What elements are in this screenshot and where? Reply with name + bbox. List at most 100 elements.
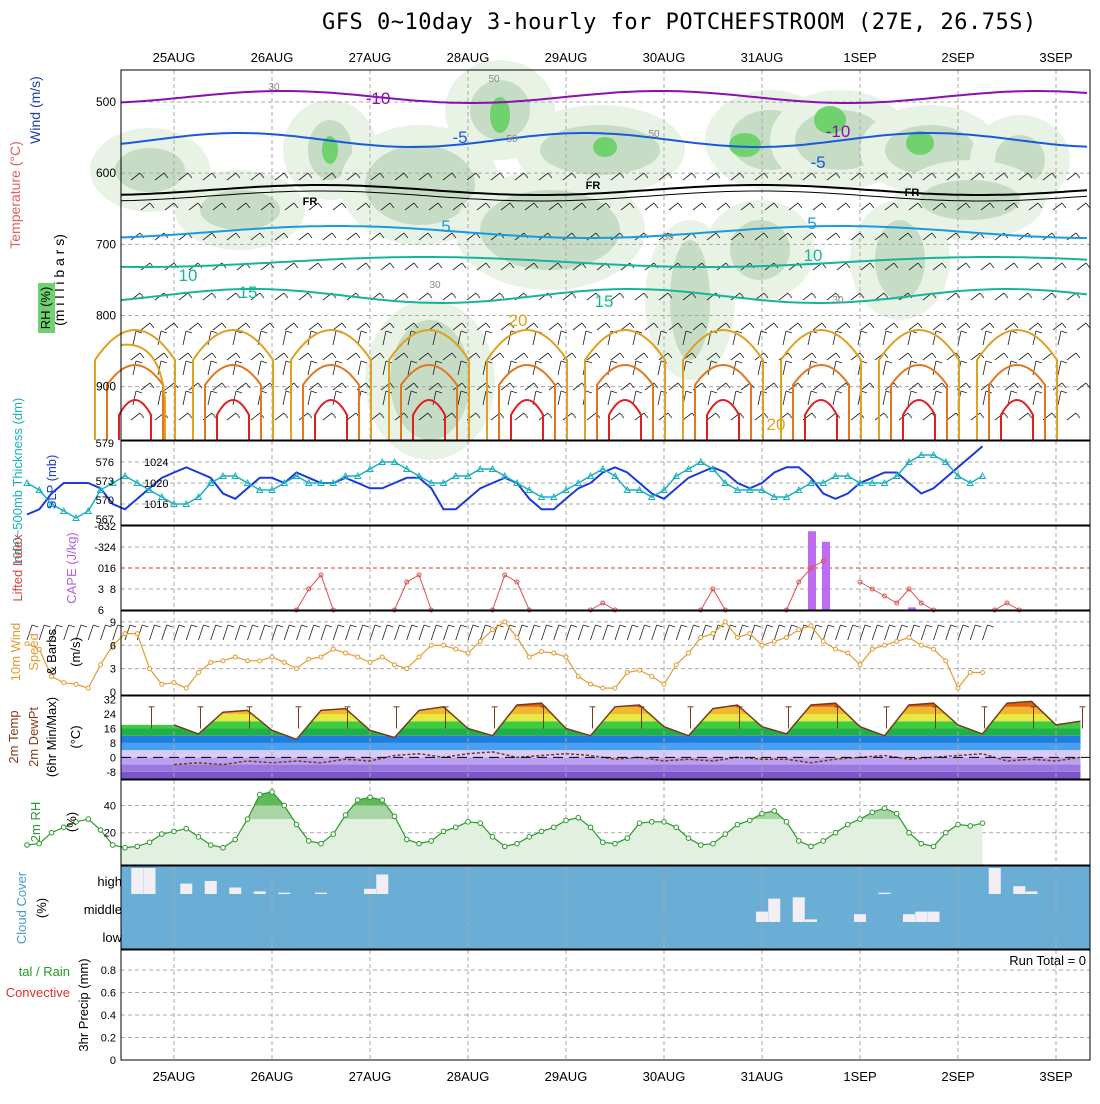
wind-barb [466,292,477,301]
wind-barb-flag [437,202,443,209]
date-label-bottom: 2SEP [941,1069,974,1084]
wind-barb [226,172,237,181]
wind-barb-flag [360,330,368,334]
wind-barb [706,352,717,361]
wind-barb [226,292,237,301]
wind-speed-marker [551,650,557,656]
wind-speed-marker [196,670,201,676]
wind-barb-flag [365,262,371,269]
wind-barb-flag [413,202,419,209]
wind-barb [482,330,487,346]
wind-barb-flag [643,292,649,299]
cloud-bg [121,866,1090,949]
wind-speed-marker [526,654,532,660]
wind-barb [908,262,919,271]
thickness-marker [145,485,154,493]
lifted-index-marker [1004,600,1010,606]
wind-barb [1066,412,1077,421]
wind-barb-flag [859,352,865,359]
thickness-marker [268,485,276,493]
rh2m-marker [869,809,876,816]
wind-barb-flag [840,624,847,628]
wind-barb [932,390,937,406]
rh2m-marker [722,831,729,837]
wind-barb-flag [485,262,491,269]
thickness-marker [108,478,117,486]
wind-barb [812,322,823,331]
wind-barb-flag [710,390,718,394]
wind-barb [500,202,511,211]
temp-contour-30 [412,399,446,440]
wind-barb-flag [461,382,467,389]
wind-barb-flag [374,624,382,628]
wind-barb-flag [341,382,347,389]
wind-barb-flag [1061,202,1067,209]
wind-barb-flag [693,624,700,628]
wind-barb-flag [1003,352,1009,359]
contour-label: -10 [826,122,851,141]
temp-contour-30 [608,399,642,440]
rh2m-marker [293,821,300,828]
wind-barb-flag [739,292,745,299]
wind-barb-flag [766,624,774,628]
wind-speed-marker [637,667,642,673]
wind-barb [140,202,151,211]
wind-barb [922,172,933,181]
wind-barb [428,322,439,331]
wind-barb-flag [1075,352,1081,359]
temp-contour-30 [216,399,250,440]
wind-barb-flag [1075,412,1081,419]
wind-barb-flag [989,202,995,209]
wind-barb [259,624,266,641]
wind-barb [432,330,437,346]
wind-barb-flag [293,382,299,389]
wind-barb [884,262,895,271]
wind-barb-flag [259,232,265,239]
wind-barb-flag [1035,330,1043,334]
wind-barb-flag [509,262,515,269]
wind-barb-flag [235,352,241,359]
wind-barb [572,262,583,271]
rh2m-marker [281,802,288,809]
wind-barb-flag [451,412,457,419]
wind-barb [75,624,82,641]
wind-barb-flag [1060,390,1068,394]
wind-barb [639,624,645,641]
wind-speed-marker [441,642,446,648]
wind-barb [832,360,837,376]
contour-label: 20 [509,311,528,330]
thickness-marker [439,478,448,486]
thickness-marker [513,478,521,486]
wind-barb-flag [821,322,827,329]
wind-speed-marker [171,680,177,686]
wind-barb-flag [763,232,769,239]
wind-barb-flag [989,262,995,269]
wind-barb-flag [685,330,693,334]
wind-barb [202,352,213,361]
wind-barb [908,322,919,331]
wind-speed-marker [502,619,508,625]
wind-barb-flag [595,292,601,299]
thickness-tick: 567 [96,514,114,526]
wind-barb-flag [605,382,611,389]
wind-speed-marker [134,631,140,637]
rh2m-marker [73,819,79,825]
wind-speed-marker [428,642,434,648]
date-label-bottom: 26AUG [251,1069,294,1084]
contour-label: 10 [179,266,198,285]
wind-barb-flag [1027,412,1033,419]
temp-color-band [121,771,1081,779]
wind-barb-flag [1085,202,1091,209]
wind-barb [596,382,607,391]
wind-speed-marker [747,631,753,637]
wind-barb-flag [965,382,971,389]
wind-barb-flag [533,202,539,209]
temp-contour-20 [290,329,372,440]
wind-barb-flag [835,292,841,299]
contour-label: FR [303,196,318,208]
wind-barb-flag [705,624,712,628]
wind-barb [716,382,727,391]
wind-barb [874,172,885,181]
wind-barb-flag [235,412,241,419]
rh2m-marker [612,840,618,847]
